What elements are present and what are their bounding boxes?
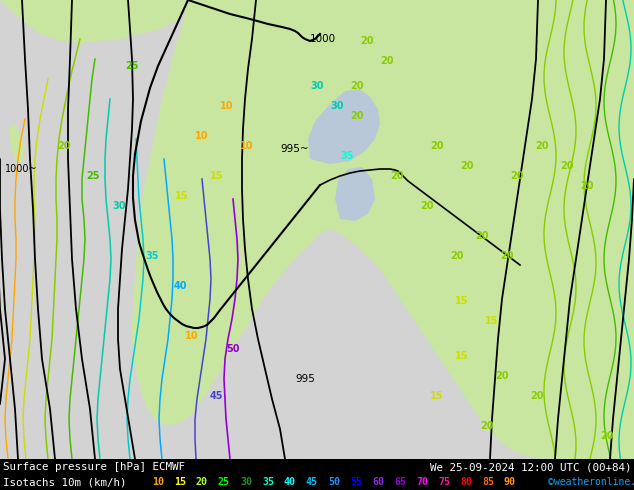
- Text: 25: 25: [125, 61, 138, 71]
- Text: 995: 995: [295, 374, 315, 384]
- Text: 15: 15: [210, 171, 224, 181]
- Text: 15: 15: [174, 477, 186, 487]
- Text: 20: 20: [495, 371, 508, 381]
- Text: 65: 65: [394, 477, 406, 487]
- Text: 20: 20: [430, 141, 444, 151]
- Polygon shape: [308, 89, 380, 164]
- Text: 40: 40: [174, 281, 188, 291]
- Text: 15: 15: [430, 391, 444, 401]
- Polygon shape: [131, 0, 634, 459]
- Text: 20: 20: [350, 81, 363, 91]
- Text: 35: 35: [145, 251, 158, 261]
- Text: 25: 25: [218, 477, 230, 487]
- Text: 20: 20: [510, 171, 524, 181]
- Text: 995~: 995~: [280, 144, 309, 154]
- Text: 60: 60: [372, 477, 384, 487]
- Text: 20: 20: [196, 477, 208, 487]
- Polygon shape: [0, 0, 188, 43]
- Text: 20: 20: [460, 161, 474, 171]
- Text: 20: 20: [350, 111, 363, 121]
- Text: 15: 15: [175, 191, 188, 201]
- Text: 10: 10: [195, 131, 209, 141]
- Text: 70: 70: [416, 477, 428, 487]
- Text: 50: 50: [226, 344, 240, 354]
- Text: 50: 50: [328, 477, 340, 487]
- Text: 15: 15: [455, 351, 469, 361]
- Text: 20: 20: [420, 201, 434, 211]
- Text: 30: 30: [112, 201, 126, 211]
- Text: 35: 35: [262, 477, 274, 487]
- Text: 40: 40: [284, 477, 296, 487]
- Text: Isotachs 10m (km/h): Isotachs 10m (km/h): [3, 477, 127, 487]
- Polygon shape: [335, 167, 375, 221]
- Text: 20: 20: [535, 141, 548, 151]
- Text: 20: 20: [580, 181, 593, 191]
- Text: 85: 85: [482, 477, 494, 487]
- Text: 10: 10: [240, 141, 254, 151]
- Text: 30: 30: [240, 477, 252, 487]
- Text: 15: 15: [455, 296, 469, 306]
- Text: 20: 20: [450, 251, 463, 261]
- Text: 1000~: 1000~: [5, 164, 37, 174]
- Text: Surface pressure [hPa] ECMWF: Surface pressure [hPa] ECMWF: [3, 462, 185, 472]
- Text: 75: 75: [438, 477, 450, 487]
- Text: 20: 20: [475, 231, 489, 241]
- Text: 45: 45: [210, 391, 224, 401]
- Text: 90: 90: [504, 477, 516, 487]
- Text: 30: 30: [330, 101, 344, 111]
- Text: We 25-09-2024 12:00 UTC (00+84): We 25-09-2024 12:00 UTC (00+84): [429, 462, 631, 472]
- Text: 20: 20: [360, 36, 373, 46]
- Text: 15: 15: [485, 316, 498, 326]
- Text: 20: 20: [600, 431, 614, 441]
- Text: 25: 25: [86, 171, 100, 181]
- Text: 1000: 1000: [310, 34, 336, 44]
- Polygon shape: [8, 124, 25, 164]
- Text: 20: 20: [560, 161, 574, 171]
- Text: 20: 20: [57, 141, 70, 151]
- Text: 20: 20: [390, 171, 403, 181]
- Polygon shape: [315, 117, 335, 141]
- Text: 80: 80: [460, 477, 472, 487]
- Text: 20: 20: [380, 56, 394, 66]
- Text: 10: 10: [220, 101, 233, 111]
- Text: ©weatheronline.co.uk: ©weatheronline.co.uk: [548, 477, 634, 487]
- Text: 10: 10: [152, 477, 164, 487]
- Text: 20: 20: [500, 251, 514, 261]
- Text: 10: 10: [185, 331, 198, 341]
- Text: 20: 20: [530, 391, 543, 401]
- Text: 55: 55: [350, 477, 362, 487]
- Text: 45: 45: [306, 477, 318, 487]
- Text: 35: 35: [340, 151, 354, 161]
- Text: 20: 20: [480, 421, 493, 431]
- Text: 30: 30: [310, 81, 323, 91]
